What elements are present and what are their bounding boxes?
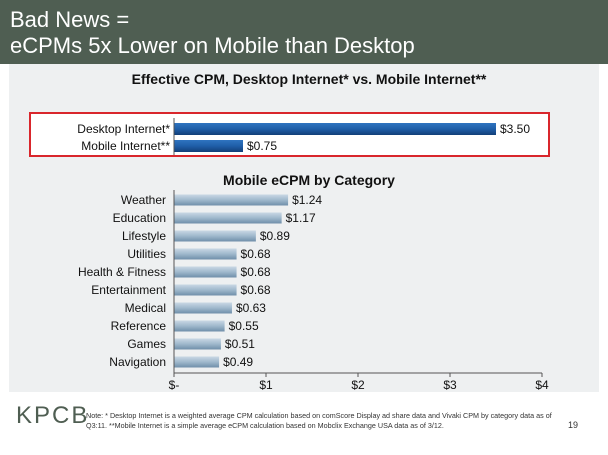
value-label-navigation: $0.49 [223, 355, 253, 369]
value-label-entertainment: $0.68 [241, 283, 271, 297]
x-tick-label-0: $- [169, 378, 180, 392]
bar-desktop-internet [174, 123, 496, 135]
bar-medical [174, 302, 232, 314]
value-label-lifestyle: $0.89 [260, 229, 290, 243]
x-tick-label-1: $1 [259, 378, 273, 392]
category-label-weather: Weather [121, 193, 166, 207]
chart-panel: Effective CPM, Desktop Internet* vs. Mob… [9, 64, 599, 392]
category-label-education: Education [113, 211, 166, 225]
category-label-health-fitness: Health & Fitness [78, 265, 166, 279]
bar-utilities [174, 248, 237, 260]
value-label-utilities: $0.68 [241, 247, 271, 261]
kpcb-logo: KPCB [16, 402, 90, 429]
value-label-desktop-internet: $3.50 [500, 122, 530, 136]
bar-entertainment [174, 284, 237, 296]
chart-1-title: Effective CPM, Desktop Internet* vs. Mob… [132, 71, 487, 87]
value-label-education: $1.17 [286, 211, 316, 225]
bar-health-fitness [174, 266, 237, 278]
chart-canvas: Effective CPM, Desktop Internet* vs. Mob… [29, 71, 550, 392]
bar-lifestyle [174, 230, 256, 242]
x-tick-label-3: $3 [443, 378, 457, 392]
value-label-reference: $0.55 [229, 319, 259, 333]
category-label-games: Games [127, 337, 166, 351]
x-tick-label-2: $2 [351, 378, 365, 392]
bar-games [174, 338, 221, 350]
category-label-entertainment: Entertainment [91, 283, 166, 297]
category-label-desktop-internet: Desktop Internet* [77, 122, 170, 136]
category-label-lifestyle: Lifestyle [122, 229, 166, 243]
category-label-medical: Medical [125, 301, 166, 315]
value-label-health-fitness: $0.68 [241, 265, 271, 279]
bar-navigation [174, 356, 220, 368]
value-label-games: $0.51 [225, 337, 255, 351]
bar-weather [174, 194, 289, 206]
category-label-navigation: Navigation [109, 355, 166, 369]
category-label-reference: Reference [111, 319, 167, 333]
slide-title-line-2: eCPMs 5x Lower on Mobile than Desktop [10, 33, 415, 58]
footnote: Note: * Desktop Internet is a weighted a… [86, 411, 552, 430]
bar-mobile-internet [174, 140, 243, 152]
category-label-utilities: Utilities [127, 247, 166, 261]
title-banner: Bad News = eCPMs 5x Lower on Mobile than… [0, 0, 608, 64]
x-tick-label-4: $4 [535, 378, 549, 392]
category-label-mobile-internet: Mobile Internet** [81, 139, 170, 153]
value-label-mobile-internet: $0.75 [247, 139, 277, 153]
bar-education [174, 212, 282, 224]
chart-2-title: Mobile eCPM by Category [223, 172, 395, 188]
page-number: 19 [568, 420, 579, 430]
slide-title-line-1: Bad News = [10, 7, 130, 32]
value-label-medical: $0.63 [236, 301, 266, 315]
bar-reference [174, 320, 225, 332]
value-label-weather: $1.24 [292, 193, 322, 207]
